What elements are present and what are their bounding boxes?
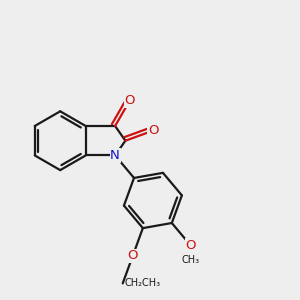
Text: O: O — [124, 94, 135, 107]
Text: O: O — [128, 249, 138, 262]
Text: CH₂CH₃: CH₂CH₃ — [124, 278, 160, 288]
Text: O: O — [148, 124, 158, 137]
Text: CH₃: CH₃ — [182, 255, 200, 265]
Text: O: O — [185, 239, 196, 252]
Text: N: N — [110, 149, 120, 162]
